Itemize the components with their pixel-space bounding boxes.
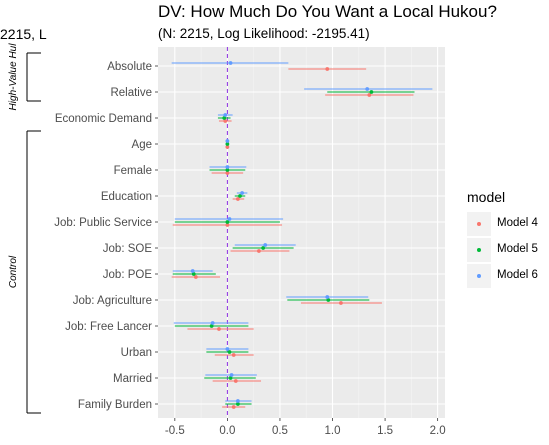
y-tick-label: Job: SOE	[103, 243, 153, 255]
estimate-point	[222, 116, 227, 120]
estimate-point	[190, 269, 195, 273]
series-model-6	[171, 61, 433, 403]
estimate-point	[225, 220, 230, 224]
x-tick-label: 1.5	[377, 425, 393, 437]
estimate-point	[231, 405, 236, 409]
y-tick-label: Job: Agriculture	[73, 295, 152, 307]
estimate-point	[325, 295, 330, 299]
y-tick-label: Family Burden	[78, 399, 152, 411]
legend-dot-icon	[477, 248, 481, 252]
legend-item-model-4: Model 4	[467, 212, 538, 238]
series-model-5	[172, 90, 415, 406]
legend-label: Model 6	[497, 269, 538, 281]
x-tick-label: -0.5	[165, 425, 185, 437]
estimate-point	[233, 379, 238, 383]
x-tick-label: 0.5	[272, 425, 288, 437]
x-tick-label: 1.0	[325, 425, 341, 437]
estimate-point	[223, 119, 228, 123]
y-tick-label: Urban	[121, 347, 152, 359]
estimate-point	[228, 61, 233, 65]
estimate-point	[225, 142, 230, 146]
y-tick-label: Job: Free Lancer	[65, 321, 152, 333]
estimate-point	[191, 272, 196, 276]
estimate-point	[223, 113, 228, 117]
estimate-point	[235, 399, 240, 403]
group-label: High-Value Hul	[8, 43, 19, 111]
chart-subtitle: (N: 2215, Log Likelihood: -2195.41)	[158, 26, 370, 41]
legend-item-model-6: Model 6	[467, 264, 538, 290]
estimate-point	[225, 168, 230, 172]
estimate-point	[227, 350, 232, 354]
estimate-point	[225, 165, 230, 169]
legend-dot-icon	[477, 274, 481, 278]
estimate-point	[193, 275, 198, 279]
y-tick-label: Education	[101, 191, 152, 203]
y-tick-label: Job: Public Service	[54, 217, 152, 229]
plot-panel	[158, 47, 445, 418]
estimate-point	[225, 347, 230, 351]
estimate-point	[263, 243, 268, 247]
estimate-point	[228, 376, 233, 380]
estimate-point	[225, 145, 230, 149]
group-label: Control	[8, 255, 19, 288]
y-tick-label: Economic Demand	[55, 113, 152, 125]
group-bracket: Control	[8, 130, 41, 414]
y-tick-label: Female	[114, 165, 152, 177]
legend-label: Model 5	[497, 243, 538, 255]
y-tick-label: Married	[113, 373, 152, 385]
estimate-point	[257, 249, 261, 253]
x-tick-label: 2.0	[430, 425, 446, 437]
legend-title: model	[467, 189, 506, 205]
estimate-point	[326, 298, 331, 302]
legend-item-model-5: Model 5	[467, 238, 538, 264]
estimate-point	[217, 327, 221, 331]
legend: model Model 4 Model 5 Model 6	[467, 189, 538, 290]
estimate-point	[209, 324, 214, 328]
y-tick-label: Age	[132, 139, 152, 151]
y-tick-label: Relative	[110, 87, 152, 99]
legend-dot-icon	[477, 222, 481, 226]
estimate-point	[367, 93, 372, 97]
estimate-point	[240, 191, 245, 195]
estimate-point	[210, 321, 215, 325]
chart-title: DV: How Much Do You Want a Local Hukou?	[158, 2, 497, 21]
series-model-4	[171, 67, 414, 409]
estimate-point	[365, 87, 370, 91]
estimate-point	[225, 223, 230, 227]
x-tick-label: 0.0	[219, 425, 235, 437]
legend-label: Model 4	[497, 217, 538, 229]
estimate-point	[227, 217, 232, 221]
cut-off-label: 2215, L	[0, 26, 47, 42]
estimate-point	[261, 246, 266, 250]
estimate-point	[231, 353, 236, 357]
estimate-point	[369, 90, 374, 94]
y-tick-label: Absolute	[107, 61, 152, 73]
estimate-point	[225, 171, 230, 175]
estimate-point	[238, 194, 242, 198]
y-tick-label: Job: POE	[103, 269, 153, 281]
estimate-point	[235, 402, 240, 406]
estimate-point	[229, 373, 234, 377]
estimate-point	[235, 197, 240, 201]
group-bracket: High-Value Hul	[8, 43, 41, 111]
estimate-point	[325, 67, 330, 71]
estimate-point	[339, 301, 343, 305]
estimate-point	[225, 139, 230, 143]
